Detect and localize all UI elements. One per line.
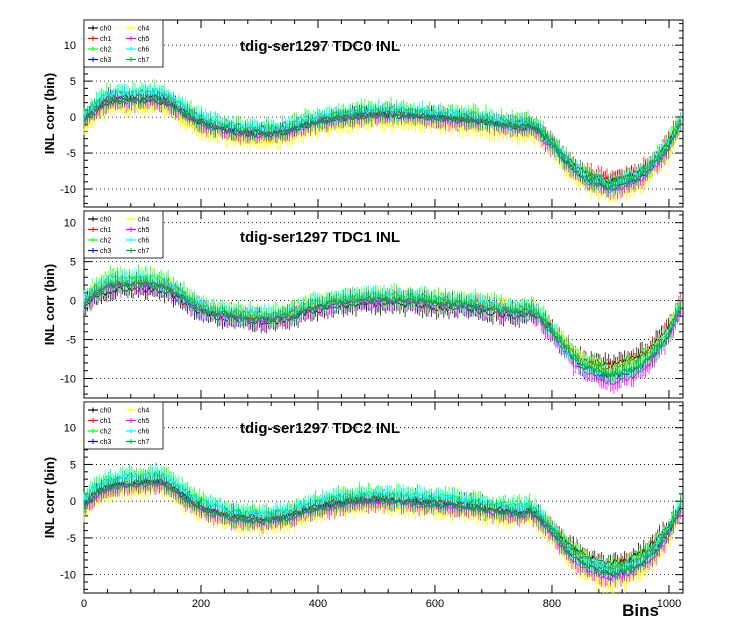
legend-label-ch4: ch4 [138, 26, 149, 33]
legend-label-ch4: ch4 [138, 217, 149, 224]
legend-label-ch0: ch0 [100, 217, 111, 224]
legend: ch0 ch1 ch2 ch3 ch4 ch5 ch6 ch7 [83, 19, 164, 68]
x-tick-label: 600 [426, 598, 444, 610]
y-axis-label: INL corr (bin) [42, 73, 57, 154]
panel-0: -10 -5 0 5 10 INL corr (bin) tdig-ser1297 TDC0… [42, 19, 684, 208]
legend-label-ch7: ch7 [138, 248, 149, 255]
x-tick-label: 1000 [657, 598, 681, 610]
series-group [83, 79, 682, 205]
y-tick-label: -5 [66, 335, 76, 347]
legend-label-ch0: ch0 [100, 408, 111, 415]
legend: ch0 ch1 ch2 ch3 ch4 ch5 ch6 ch7 [83, 210, 164, 259]
y-tick-label: 10 [64, 423, 76, 435]
y-tick-label: -5 [66, 533, 76, 545]
y-tick-label: -10 [60, 184, 76, 196]
y-tick-label: -5 [66, 148, 76, 160]
x-tick-label: 400 [309, 598, 327, 610]
legend-label-ch3: ch3 [100, 439, 111, 446]
chart-panels: -10 -5 0 5 10 INL corr (bin) tdig-ser1297 TDC0… [42, 19, 684, 610]
legend-label-ch0: ch0 [100, 26, 111, 33]
legend-label-ch5: ch5 [138, 36, 149, 43]
y-tick-label: 0 [70, 296, 76, 308]
legend-label-ch4: ch4 [138, 408, 149, 415]
panel-1: -10 -5 0 5 10 INL corr (bin) tdig-ser1297 TDC1… [42, 210, 684, 399]
panel-title: tdig-ser1297 TDC1 INL [240, 229, 400, 246]
y-tick-label: 0 [70, 112, 76, 124]
legend-label-ch7: ch7 [138, 439, 149, 446]
legend-label-ch6: ch6 [138, 429, 149, 436]
panel-2: -10 -5 0 5 10 0 200 400 600 800 1000 INL corr (bin)… [42, 401, 684, 610]
y-axis-label: INL corr (bin) [42, 457, 57, 538]
legend-label-ch7: ch7 [138, 57, 149, 64]
y-tick-label: 5 [70, 459, 76, 471]
x-axis-label: Bins [622, 601, 659, 620]
legend: ch0 ch1 ch2 ch3 ch4 ch5 ch6 ch7 [83, 401, 164, 450]
x-tick-label: 200 [192, 598, 210, 610]
legend-label-ch3: ch3 [100, 248, 111, 255]
series-group [83, 264, 682, 395]
panel-title: tdig-ser1297 TDC2 INL [240, 420, 400, 437]
y-tick-label: 10 [64, 218, 76, 230]
legend-label-ch2: ch2 [100, 238, 111, 245]
x-tick-label: 800 [543, 598, 561, 610]
panel-title: tdig-ser1297 TDC0 INL [240, 38, 400, 55]
legend-label-ch1: ch1 [100, 36, 111, 43]
y-tick-label: 10 [64, 40, 76, 52]
legend-label-ch6: ch6 [138, 238, 149, 245]
legend-label-ch2: ch2 [100, 47, 111, 54]
legend-label-ch5: ch5 [138, 418, 149, 425]
legend-label-ch6: ch6 [138, 47, 149, 54]
y-axis-label: INL corr (bin) [42, 264, 57, 345]
series-line-ch7 [83, 95, 682, 190]
y-tick-label: -10 [60, 570, 76, 582]
series-line-ch7 [83, 478, 682, 576]
y-tick-label: 0 [70, 496, 76, 508]
legend-label-ch2: ch2 [100, 429, 111, 436]
y-tick-label: 5 [70, 257, 76, 269]
legend-label-ch5: ch5 [138, 227, 149, 234]
legend-label-ch1: ch1 [100, 227, 111, 234]
x-tick-label: 0 [81, 598, 87, 610]
y-tick-label: -10 [60, 374, 76, 386]
series-line-ch5 [83, 481, 682, 583]
series-group [83, 462, 682, 596]
y-tick-label: 5 [70, 76, 76, 88]
legend-label-ch1: ch1 [100, 418, 111, 425]
legend-label-ch3: ch3 [100, 57, 111, 64]
series-line-ch7 [83, 279, 682, 380]
